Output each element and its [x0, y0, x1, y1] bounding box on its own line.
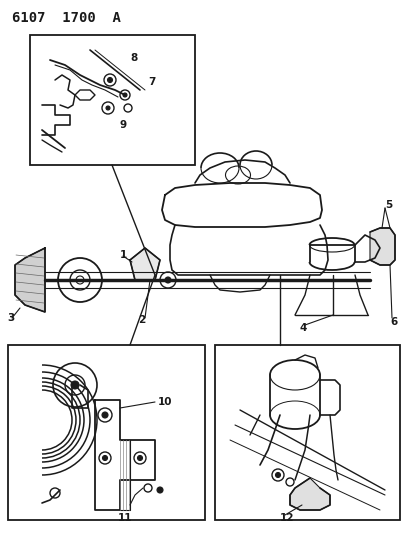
Circle shape — [102, 456, 107, 461]
Polygon shape — [15, 248, 45, 312]
Text: 11: 11 — [118, 513, 132, 523]
Text: 8: 8 — [130, 53, 137, 63]
Bar — [214, 345, 399, 520]
Polygon shape — [369, 228, 394, 265]
Circle shape — [275, 472, 280, 478]
Text: 2: 2 — [138, 315, 145, 325]
Text: 7: 7 — [148, 77, 155, 87]
Text: 10: 10 — [157, 397, 172, 407]
Text: 3: 3 — [7, 313, 14, 323]
Circle shape — [106, 106, 110, 110]
Circle shape — [71, 381, 79, 389]
Text: 9: 9 — [120, 120, 127, 130]
Text: 6107  1700  A: 6107 1700 A — [12, 11, 121, 25]
Text: 6: 6 — [389, 317, 396, 327]
Circle shape — [102, 412, 108, 418]
Polygon shape — [289, 478, 329, 510]
Circle shape — [157, 487, 163, 493]
Text: 12: 12 — [279, 513, 294, 523]
Circle shape — [137, 456, 142, 461]
Text: 1: 1 — [120, 250, 127, 260]
Bar — [30, 35, 195, 165]
Text: 4: 4 — [299, 323, 307, 333]
Polygon shape — [130, 248, 160, 280]
Circle shape — [164, 277, 171, 283]
Bar — [8, 345, 204, 520]
Circle shape — [123, 93, 127, 97]
Circle shape — [107, 77, 112, 83]
Text: 5: 5 — [384, 200, 391, 210]
